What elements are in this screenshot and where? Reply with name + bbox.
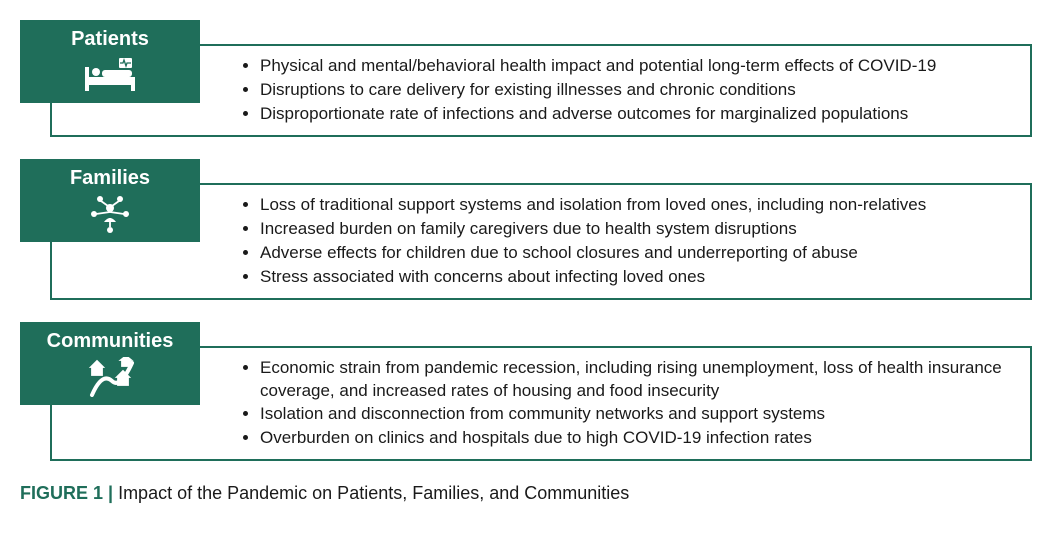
list-item: Overburden on clinics and hospitals due … bbox=[260, 427, 1018, 450]
figure-container: Patients Physical and mental/behavioral … bbox=[20, 20, 1032, 504]
neighborhood-icon bbox=[20, 357, 200, 405]
list-item: Disproportionate rate of infections and … bbox=[260, 103, 1018, 126]
list-item: Loss of traditional support systems and … bbox=[260, 194, 1018, 217]
section-families: Families Loss of traditional support sys… bbox=[20, 159, 1032, 300]
header-title-patients: Patients bbox=[20, 20, 200, 55]
list-item: Increased burden on family caregivers du… bbox=[260, 218, 1018, 241]
list-item: Economic strain from pandemic recession,… bbox=[260, 357, 1018, 403]
list-item: Isolation and disconnection from communi… bbox=[260, 403, 1018, 426]
section-communities: Communities Economic strain from pandemi… bbox=[20, 322, 1032, 462]
figure-label: FIGURE 1 bbox=[20, 483, 103, 503]
header-communities: Communities bbox=[20, 322, 200, 405]
figure-separator: | bbox=[103, 483, 118, 503]
bullet-list-communities: Economic strain from pandemic recession,… bbox=[242, 357, 1018, 451]
list-item: Physical and mental/behavioral health im… bbox=[260, 55, 1018, 78]
figure-caption-text: Impact of the Pandemic on Patients, Fami… bbox=[118, 483, 629, 503]
header-title-families: Families bbox=[20, 159, 200, 194]
header-families: Families bbox=[20, 159, 200, 242]
section-patients: Patients Physical and mental/behavioral … bbox=[20, 20, 1032, 137]
figure-caption: FIGURE 1 | Impact of the Pandemic on Pat… bbox=[20, 483, 1032, 504]
list-item: Disruptions to care delivery for existin… bbox=[260, 79, 1018, 102]
bed-monitor-icon bbox=[20, 55, 200, 103]
header-patients: Patients bbox=[20, 20, 200, 103]
list-item: Adverse effects for children due to scho… bbox=[260, 242, 1018, 265]
bullet-list-families: Loss of traditional support systems and … bbox=[242, 194, 1018, 289]
family-network-icon bbox=[20, 194, 200, 242]
list-item: Stress associated with concerns about in… bbox=[260, 266, 1018, 289]
bullet-list-patients: Physical and mental/behavioral health im… bbox=[242, 55, 1018, 126]
header-title-communities: Communities bbox=[20, 322, 200, 357]
